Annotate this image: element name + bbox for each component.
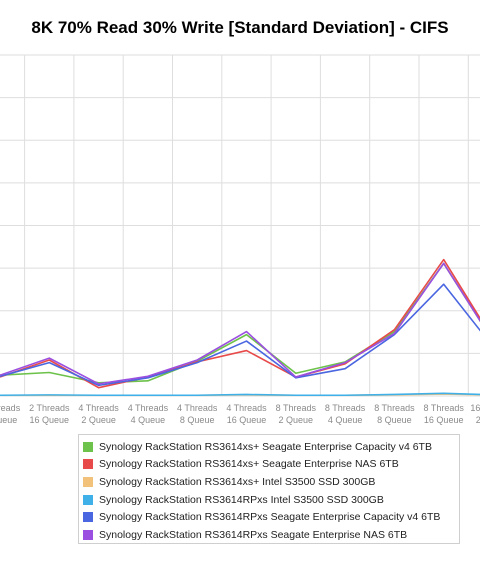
legend-item: Synology RackStation RS3614xs+ Seagate E… bbox=[83, 456, 455, 474]
legend: Synology RackStation RS3614xs+ Seagate E… bbox=[78, 434, 460, 544]
x-tick-label: 2 Queue bbox=[279, 415, 314, 425]
x-axis-tick-labels: 2 Threads 8 Queue 2 Threads 16 Queue 4 Threa… bbox=[0, 403, 480, 425]
x-tick-label: 8 Threads bbox=[424, 403, 465, 413]
legend-item: Synology RackStation RS3614RPxs Seagate … bbox=[83, 508, 455, 526]
x-tick-label: 16 Threads bbox=[470, 403, 480, 413]
x-tick-label: 16 Queue bbox=[30, 415, 70, 425]
x-tick-label: 8 Queue bbox=[377, 415, 412, 425]
legend-swatch bbox=[83, 494, 93, 505]
series-line-2 bbox=[0, 258, 480, 389]
legend-item: Synology RackStation RS3614RPxs Seagate … bbox=[83, 526, 455, 544]
legend-label: Synology RackStation RS3614xs+ Intel S35… bbox=[99, 475, 376, 488]
legend-label: Synology RackStation RS3614RPxs Seagate … bbox=[99, 528, 408, 541]
x-tick-label: 4 Threads bbox=[177, 403, 218, 413]
chart-title: 8K 70% Read 30% Write [Standard Deviatio… bbox=[31, 18, 449, 37]
x-tick-label: 4 Queue bbox=[131, 415, 166, 425]
legend-item: Synology RackStation RS3614RPxs Intel S3… bbox=[83, 491, 455, 509]
grid bbox=[0, 54, 480, 397]
x-tick-label: 8 Queue bbox=[180, 415, 215, 425]
series-line-4 bbox=[0, 392, 480, 397]
legend-swatch bbox=[83, 441, 93, 452]
legend-item: Synology RackStation RS3614xs+ Seagate E… bbox=[83, 438, 455, 456]
x-tick-label: 2 Queue bbox=[476, 415, 480, 425]
x-tick-label: 4 Threads bbox=[226, 403, 267, 413]
x-tick-label: 8 Threads bbox=[276, 403, 317, 413]
x-tick-label: 4 Threads bbox=[78, 403, 119, 413]
legend-label: Synology RackStation RS3614xs+ Seagate E… bbox=[99, 458, 399, 471]
legend-swatch bbox=[83, 529, 93, 540]
x-tick-label: 2 Threads bbox=[0, 403, 21, 413]
x-tick-label: 8 Threads bbox=[325, 403, 366, 413]
series-lines bbox=[0, 258, 480, 397]
x-tick-label: 4 Queue bbox=[328, 415, 363, 425]
series-line-1 bbox=[0, 262, 480, 384]
legend-label: Synology RackStation RS3614xs+ Seagate E… bbox=[99, 440, 432, 453]
series-line-6 bbox=[0, 262, 480, 385]
legend-label: Synology RackStation RS3614RPxs Seagate … bbox=[99, 511, 441, 524]
x-tick-label: 8 Threads bbox=[374, 403, 415, 413]
x-tick-label: 2 Threads bbox=[29, 403, 70, 413]
legend-swatch bbox=[83, 512, 93, 523]
legend-item: Synology RackStation RS3614xs+ Intel S35… bbox=[83, 473, 455, 491]
legend-swatch bbox=[83, 476, 93, 487]
legend-swatch bbox=[83, 459, 93, 470]
x-tick-label: 8 Queue bbox=[0, 415, 17, 425]
x-tick-label: 4 Threads bbox=[128, 403, 169, 413]
x-tick-label: 16 Queue bbox=[424, 415, 464, 425]
series-line-5 bbox=[0, 283, 480, 387]
x-tick-label: 16 Queue bbox=[227, 415, 267, 425]
legend-label: Synology RackStation RS3614RPxs Intel S3… bbox=[99, 493, 384, 506]
line-chart: 2 Threads 8 Queue 2 Threads 16 Queue 4 Threa… bbox=[0, 54, 480, 425]
x-tick-label: 2 Queue bbox=[81, 415, 116, 425]
